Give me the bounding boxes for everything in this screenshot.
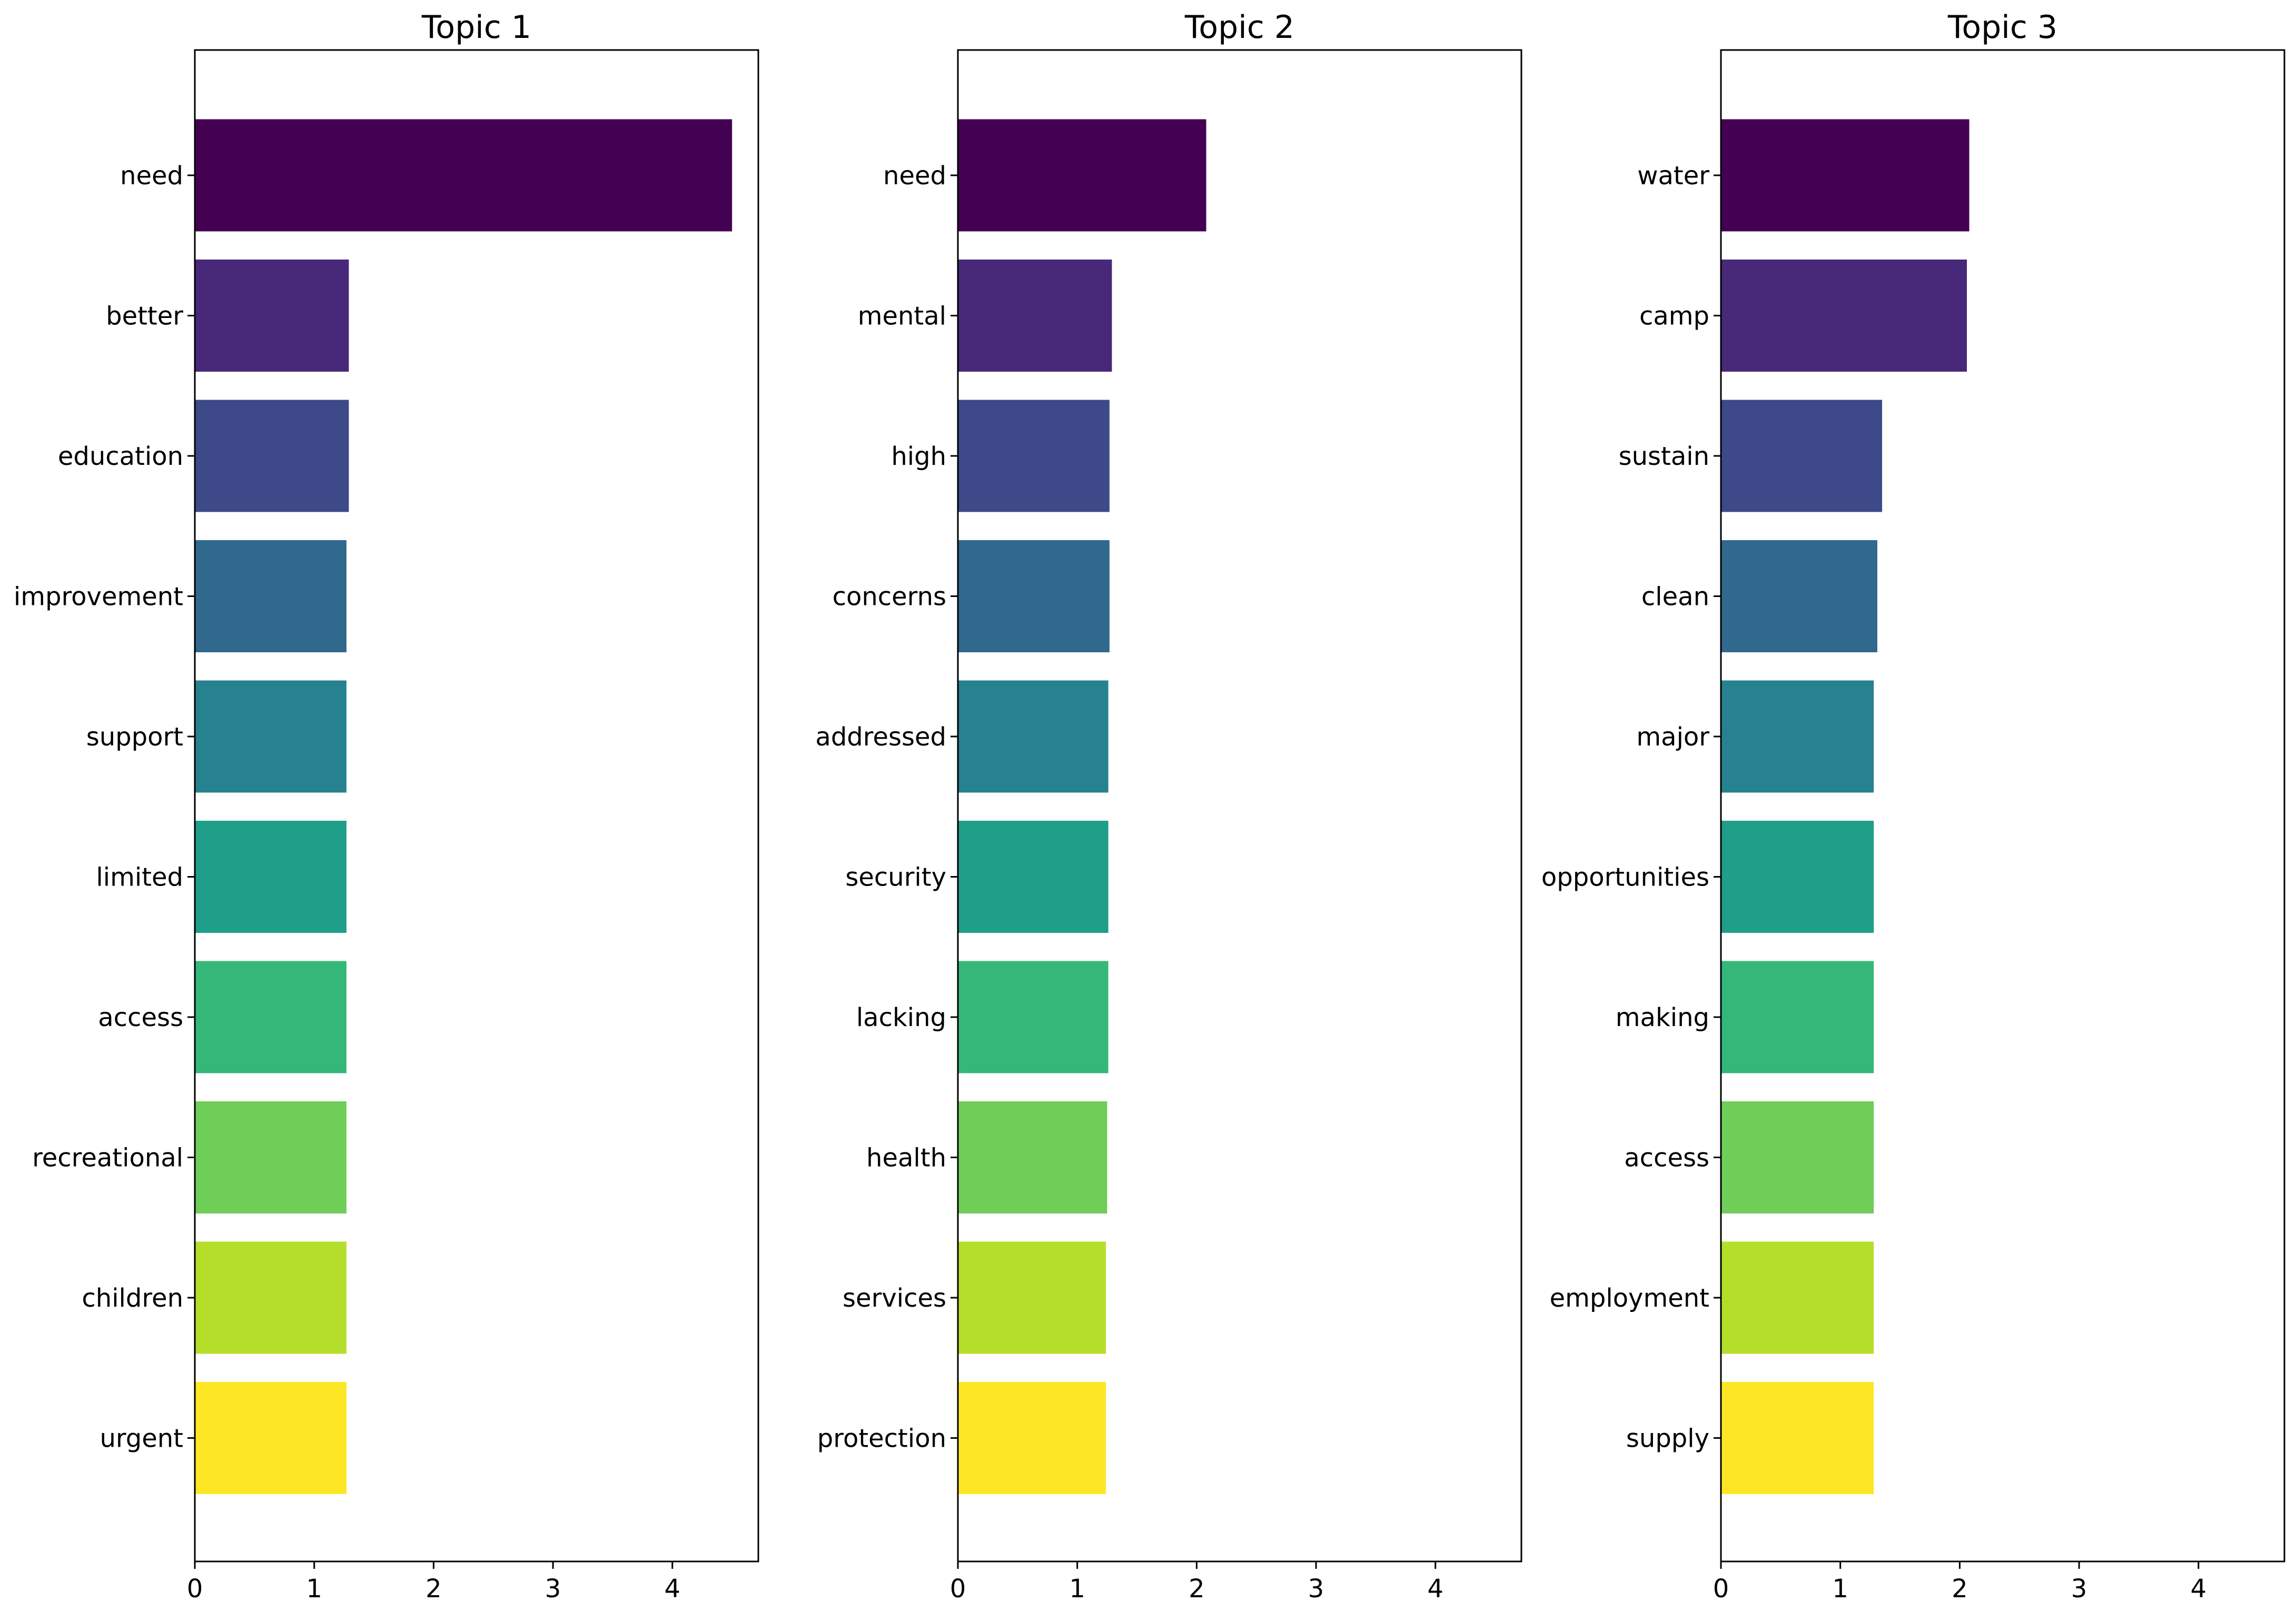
bar-improvement — [195, 540, 347, 652]
subplot-2: Topic 2 need mental high concerns addressed se… — [815, 9, 1522, 1602]
y-tick-label: support — [86, 722, 183, 752]
y-tick-label: lacking — [856, 1003, 946, 1032]
y-tick-label: camp — [1639, 302, 1709, 331]
y-tick-label: addressed — [815, 722, 946, 752]
y-tick-label: health — [866, 1143, 946, 1173]
bar-making — [1721, 961, 1874, 1073]
y-tick-label: services — [843, 1283, 946, 1313]
x-tick-label: 2 — [1952, 1574, 1968, 1599]
bar-education — [195, 400, 349, 512]
chart-title: Topic 2 — [1184, 9, 1294, 46]
x-tick-label: 2 — [425, 1574, 442, 1599]
bar-sustain — [1721, 400, 1883, 512]
y-tick-label: clean — [1641, 582, 1709, 612]
bar-urgent — [195, 1382, 347, 1494]
y-tick-label: better — [106, 302, 183, 331]
y-tick-label: access — [98, 1003, 183, 1032]
bar-security — [958, 821, 1109, 933]
x-tick-label: 3 — [2071, 1574, 2087, 1599]
bar-clean — [1721, 540, 1877, 652]
y-tick-label: making — [1616, 1003, 1709, 1032]
y-tick-label: urgent — [100, 1424, 183, 1454]
axes-frame — [194, 49, 759, 1563]
axes-frame — [1720, 49, 2285, 1563]
y-tick-label: limited — [96, 863, 183, 892]
x-tick-label: 2 — [1189, 1574, 1205, 1599]
bar-camp — [1721, 260, 1967, 372]
bar-need — [958, 119, 1206, 232]
bar-better — [195, 260, 349, 372]
bar-limited — [195, 821, 347, 933]
y-tick-label: need — [883, 161, 946, 191]
chart-title: Topic 1 — [421, 9, 531, 46]
x-tick-label: 4 — [665, 1574, 681, 1599]
bar-water — [1721, 119, 1970, 232]
bar-lacking — [958, 961, 1109, 1073]
x-tick-label: 0 — [950, 1574, 966, 1599]
y-tick-label: water — [1637, 161, 1709, 191]
x-tick-label: 3 — [1308, 1574, 1324, 1599]
x-tick-label: 0 — [187, 1574, 203, 1599]
x-tick-label: 1 — [1832, 1574, 1848, 1599]
axes-frame — [957, 49, 1522, 1563]
bar-access — [1721, 1101, 1874, 1213]
bar-need — [195, 119, 733, 232]
bar-recreational — [195, 1101, 347, 1213]
bar-services — [958, 1241, 1106, 1354]
y-tick-label: improvement — [14, 582, 183, 612]
y-tick-label: opportunities — [1541, 863, 1709, 892]
bar-health — [958, 1101, 1107, 1213]
bar-concerns — [958, 540, 1110, 652]
y-tick-label: mental — [858, 302, 946, 331]
x-tick-label: 1 — [306, 1574, 322, 1599]
y-tick-label: major — [1636, 722, 1709, 752]
bar-high — [958, 400, 1110, 512]
bar-addressed — [958, 680, 1109, 793]
bar-access — [195, 961, 347, 1073]
y-tick-label: sustain — [1619, 442, 1709, 471]
subplot-3: Topic 3 water camp sustain clean major opportu… — [1541, 9, 2285, 1602]
bar-children — [195, 1241, 347, 1354]
y-tick-label: access — [1624, 1143, 1709, 1173]
y-tick-label: high — [891, 442, 946, 471]
x-tick-label: 4 — [1428, 1574, 1444, 1599]
bar-opportunities — [1721, 821, 1874, 933]
bar-supply — [1721, 1382, 1874, 1494]
y-tick-label: children — [82, 1283, 183, 1313]
bar-major — [1721, 680, 1874, 793]
y-tick-label: supply — [1626, 1424, 1709, 1454]
chart-title: Topic 3 — [1947, 9, 2057, 46]
y-tick-label: employment — [1550, 1283, 1709, 1313]
x-tick-label: 0 — [1713, 1574, 1729, 1599]
y-tick-label: concerns — [833, 582, 946, 612]
bar-mental — [958, 260, 1112, 372]
x-tick-label: 1 — [1069, 1574, 1085, 1599]
bar-support — [195, 680, 347, 793]
x-tick-label: 3 — [545, 1574, 561, 1599]
y-tick-label: security — [845, 863, 946, 892]
bar-employment — [1721, 1241, 1874, 1354]
bar-protection — [958, 1382, 1106, 1494]
y-tick-label: protection — [817, 1424, 946, 1454]
x-tick-label: 4 — [2191, 1574, 2207, 1599]
y-tick-label: need — [120, 161, 183, 191]
y-tick-label: education — [58, 442, 183, 471]
y-tick-label: recreational — [32, 1143, 183, 1173]
subplot-1: Topic 1 need better education improvement sup… — [14, 9, 759, 1602]
